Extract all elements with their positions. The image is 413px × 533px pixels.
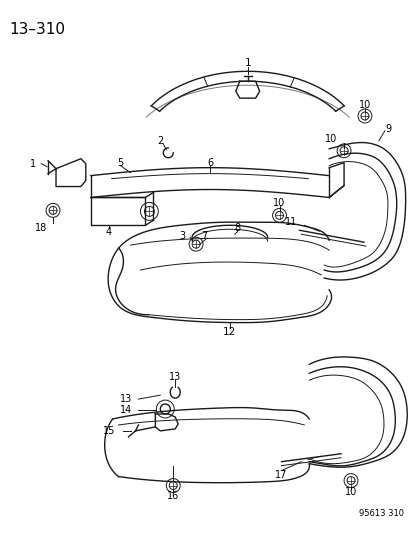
Text: 10: 10: [324, 134, 337, 144]
Text: 8: 8: [234, 223, 240, 233]
Text: 3: 3: [179, 231, 185, 241]
Text: 95613 310: 95613 310: [358, 510, 403, 518]
Text: 16: 16: [167, 491, 179, 502]
Text: 13: 13: [120, 394, 132, 404]
Text: 10: 10: [344, 488, 356, 497]
Text: 11: 11: [285, 217, 297, 227]
Text: 13: 13: [169, 372, 181, 382]
Text: 10: 10: [358, 100, 370, 110]
Text: 14: 14: [120, 405, 132, 415]
Text: 2: 2: [157, 136, 163, 146]
Text: 5: 5: [117, 158, 123, 168]
Text: 12: 12: [223, 327, 236, 336]
Text: 7: 7: [200, 231, 206, 241]
Text: 1: 1: [30, 159, 36, 168]
Text: 17: 17: [275, 470, 287, 480]
Text: 1: 1: [244, 59, 250, 68]
Text: 9: 9: [385, 124, 391, 134]
Text: 13–310: 13–310: [9, 22, 65, 37]
Text: 10: 10: [273, 198, 285, 208]
Text: 15: 15: [102, 426, 114, 436]
Text: 6: 6: [206, 158, 213, 168]
Text: 18: 18: [35, 223, 47, 233]
Text: 4: 4: [105, 227, 112, 237]
